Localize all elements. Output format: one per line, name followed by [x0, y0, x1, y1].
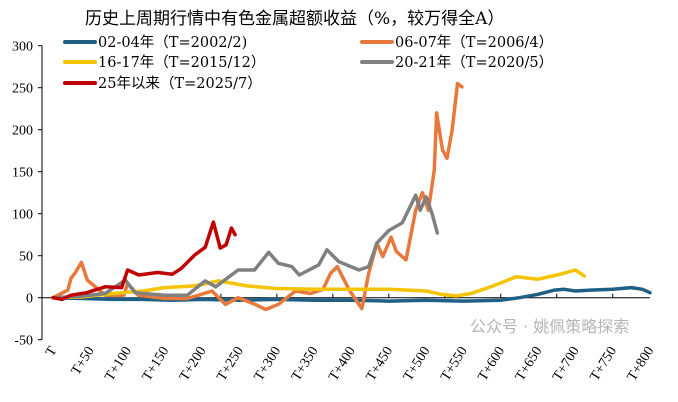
y-tick-label: 50 — [19, 250, 33, 265]
x-tick-label: T — [43, 344, 60, 360]
legend-label: 16-17年（T=2015/12） — [98, 54, 265, 71]
x-tick-label: T+400 — [326, 344, 359, 384]
x-tick-label: T+650 — [513, 344, 546, 384]
x-tick-label: T+450 — [364, 344, 397, 384]
x-tick-label: T+50 — [69, 344, 98, 378]
series-lines — [51, 81, 652, 312]
x-tick-label: T+250 — [214, 344, 247, 384]
y-tick-label: -50 — [14, 334, 33, 349]
x-tick-label: T+350 — [289, 344, 322, 384]
y-tick-label: 100 — [12, 208, 33, 223]
legend-label: 25年以来（T=2025/7） — [98, 75, 262, 92]
y-tick-label: 0 — [26, 292, 33, 307]
x-tick-label: T+300 — [252, 344, 285, 384]
x-tick-label: T+200 — [177, 344, 210, 384]
watermark: 公众号 · 姚佩策略探索 — [470, 317, 629, 336]
series-line-2 — [51, 268, 587, 300]
legend-label: 02-04年（T=2002/2) — [98, 34, 247, 51]
legend-label: 06-07年（T=2006/4） — [395, 34, 553, 51]
x-tick-label: T+100 — [102, 344, 135, 384]
x-tick-label: T+150 — [140, 344, 173, 384]
x-tick-label: T+800 — [625, 344, 658, 384]
legend: 02-04年（T=2002/2) 06-07年（T=2006/4） 16-17年（T… — [63, 34, 553, 92]
x-tick-label: T+750 — [588, 344, 621, 384]
y-tick-label: 300 — [12, 40, 33, 55]
x-tick-label: T+500 — [401, 344, 434, 384]
x-tick-label: T+700 — [550, 344, 583, 384]
chart-title: 历史上周期行情中有色金属超额收益（%，较万得全A） — [85, 9, 504, 29]
series-line-3 — [51, 193, 440, 300]
series-line-4 — [51, 220, 237, 302]
legend-label: 20-21年（T=2020/5） — [395, 54, 553, 71]
series-line-1 — [51, 81, 464, 312]
y-tick-label: 250 — [12, 82, 33, 97]
x-tick-label: T+550 — [438, 344, 471, 384]
y-tick-label: 150 — [12, 166, 33, 181]
x-tick-label: T+600 — [476, 344, 509, 384]
y-tick-label: 200 — [12, 124, 33, 139]
